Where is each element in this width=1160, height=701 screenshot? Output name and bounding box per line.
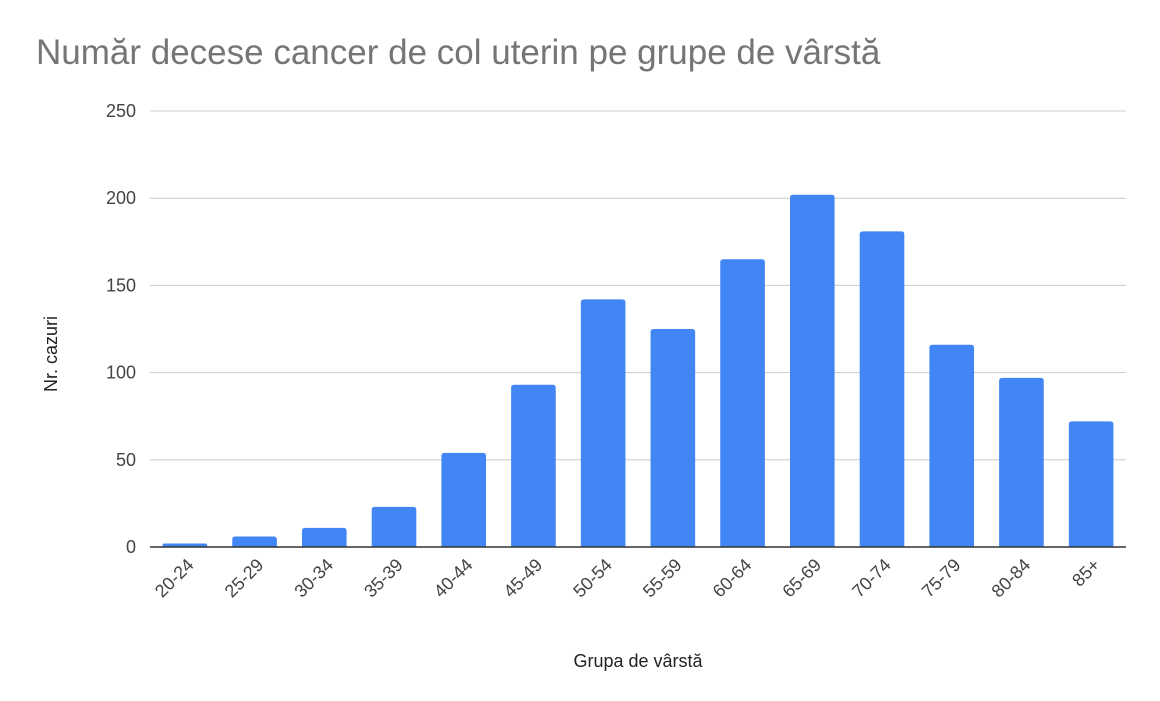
y-tick-label: 100	[106, 363, 136, 383]
bar-65-69	[789, 194, 835, 547]
x-tick-label: 30-34	[290, 555, 337, 602]
x-tick-label: 65-69	[778, 555, 825, 602]
bar-60-64	[720, 259, 765, 547]
bar-20-24	[162, 543, 208, 547]
y-tick-label: 150	[106, 275, 136, 295]
x-tick-label: 25-29	[221, 555, 268, 602]
bar-45-49	[511, 384, 556, 547]
bar-30-34	[301, 527, 347, 547]
x-tick-label: 75-79	[918, 555, 965, 602]
x-tick-label: 40-44	[430, 555, 477, 602]
y-tick-label: 200	[106, 188, 136, 208]
x-tick-label: 45-49	[500, 555, 547, 602]
gridlines	[150, 110, 1126, 461]
x-tick-label: 20-24	[151, 555, 198, 602]
x-axis-title: Grupa de vârstă	[573, 651, 703, 671]
x-axis-ticks: 20-24 25-29 30-34 35-39 40-44 45-49 50-54 55-59…	[151, 555, 1104, 602]
y-tick-label: 0	[126, 537, 136, 557]
x-tick-label: 60-64	[709, 555, 756, 602]
y-tick-label: 250	[106, 101, 136, 121]
bars	[162, 194, 1114, 547]
x-tick-label: 35-39	[360, 555, 407, 602]
x-tick-label: 80-84	[988, 555, 1035, 602]
x-tick-label: 50-54	[569, 555, 616, 602]
y-axis-ticks: 0 50 100 150 200 250	[106, 101, 136, 557]
bar-55-59	[650, 329, 696, 547]
bar-50-54	[580, 299, 626, 547]
bar-25-29	[232, 536, 277, 547]
x-tick-label: 85+	[1068, 555, 1104, 591]
bar-75-79	[929, 344, 975, 547]
bar-80-84	[999, 377, 1044, 547]
bar-70-74	[859, 231, 905, 547]
x-tick-label: 70-74	[848, 555, 895, 602]
chart-title: Număr decese cancer de col uterin pe gru…	[36, 33, 881, 72]
bar-35-39	[371, 506, 417, 547]
bar-40-44	[441, 452, 487, 547]
x-tick-label: 55-59	[639, 555, 686, 602]
y-tick-label: 50	[116, 450, 136, 470]
bar-85+	[1068, 421, 1114, 547]
y-axis-title: Nr. cazuri	[41, 316, 61, 392]
